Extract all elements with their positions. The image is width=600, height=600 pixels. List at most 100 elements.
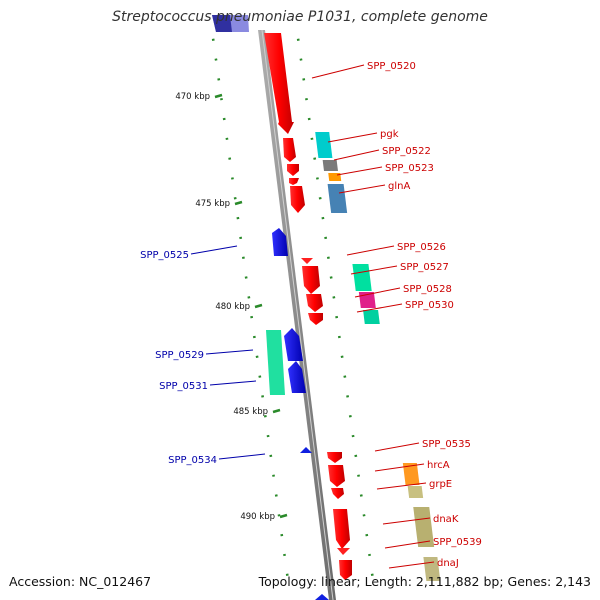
gene-dnaK-arrow-red[interactable] <box>333 509 350 549</box>
scale-tick-label: 470 kbp <box>175 92 210 102</box>
left-gene-label[interactable]: SPP_0529 <box>155 350 204 361</box>
left-gene-label[interactable]: SPP_0531 <box>159 381 208 392</box>
gene-grpE-arrow-red[interactable] <box>331 488 344 499</box>
gene-SPP_0522-block[interactable] <box>315 132 333 158</box>
right-genes <box>264 33 441 581</box>
scale-tick-mark <box>254 303 263 309</box>
guide-dot <box>318 197 322 200</box>
right-gene-label[interactable]: dnaJ <box>437 558 459 569</box>
gene-glnA-arrow-red[interactable] <box>290 186 305 213</box>
gene-SPP_0525-arrow[interactable] <box>272 228 288 256</box>
gene-SPP_0527-block[interactable] <box>352 264 372 291</box>
gene-SPP_0535-arrow[interactable] <box>327 452 342 463</box>
guide-dot <box>255 355 259 359</box>
right-gene-label[interactable]: SPP_0520 <box>367 61 416 72</box>
guide-dot <box>261 395 265 398</box>
gene-SPP_0528-block[interactable] <box>358 292 376 308</box>
gene-glnA-block[interactable] <box>327 184 348 213</box>
scale-tick-mark <box>272 408 281 414</box>
scale-tick-label: 475 kbp <box>195 199 230 209</box>
right-gene-label[interactable]: grpE <box>429 479 452 490</box>
gene-SPP_0526-arrow[interactable] <box>301 258 313 264</box>
gene-dnaK-block[interactable] <box>413 507 435 547</box>
gene-SPP_0529-arrow[interactable] <box>284 328 303 361</box>
right-gene-label[interactable]: SPP_0522 <box>382 146 431 157</box>
left-dotted-guide <box>211 38 289 576</box>
genome-summary-text: Topology: linear; Length: 2,111,882 bp; … <box>258 574 591 589</box>
guide-dot <box>250 315 254 319</box>
guide-dot <box>354 454 358 458</box>
scale-tick-mark <box>234 200 243 206</box>
guide-dot <box>357 474 360 477</box>
gene-SPP_0529-block[interactable] <box>266 330 285 395</box>
accession-text: Accession: NC_012467 <box>9 574 152 589</box>
left-gene-label[interactable]: SPP_0525 <box>140 250 189 261</box>
right-label-leader <box>333 149 380 161</box>
guide-dot <box>359 494 363 497</box>
gene-SPP_0527-arrow-red[interactable] <box>302 266 320 294</box>
right-gene-label[interactable]: SPP_0528 <box>403 284 452 295</box>
gene-pgk-arrow[interactable] <box>283 138 296 162</box>
guide-dot <box>310 137 314 141</box>
right-label-leader <box>346 245 395 256</box>
guide-dot <box>263 415 267 418</box>
left-gene-label[interactable]: SPP_0534 <box>168 455 217 466</box>
guide-dot <box>368 553 371 557</box>
guide-dot <box>343 375 347 378</box>
guide-dot <box>274 494 278 497</box>
left-label-leader <box>190 245 238 255</box>
left-genes <box>266 228 329 600</box>
right-gene-label[interactable]: dnaK <box>433 514 459 525</box>
right-gene-label[interactable]: pgk <box>380 129 399 140</box>
backbone-highlight <box>261 29 334 600</box>
scale-tick-label: 480 kbp <box>215 302 250 312</box>
right-gene-label[interactable]: SPP_0539 <box>433 537 482 548</box>
gene-dnaJ-arrow-red[interactable] <box>339 560 352 580</box>
gene-SPP_0530-arrow-red[interactable] <box>308 313 323 325</box>
guide-dot <box>313 157 317 160</box>
left-gene-labels: SPP_0525 SPP_0529 SPP_0531 SPP_0534 <box>140 245 266 466</box>
guide-dot <box>252 335 256 339</box>
guide-dot <box>296 38 300 41</box>
guide-dot <box>321 216 325 220</box>
gene-SPP_0534-arrow[interactable] <box>300 447 312 453</box>
left-label-leader <box>218 453 266 460</box>
guide-dot <box>222 117 226 121</box>
guide-dot <box>217 78 221 81</box>
guide-dot <box>247 296 251 299</box>
right-gene-label[interactable]: hrcA <box>427 460 450 471</box>
right-gene-label[interactable]: glnA <box>388 181 410 192</box>
genome-title: Streptococcus pneumoniae P1031, complete… <box>112 9 488 25</box>
scale-tick-mark <box>279 513 288 519</box>
gene-SPP_0528-arrow-red[interactable] <box>306 294 323 312</box>
scale-tick-label: 490 kbp <box>240 512 275 522</box>
gene-bottom-partial[interactable] <box>315 594 329 600</box>
right-gene-label[interactable]: SPP_0530 <box>405 300 454 311</box>
gene-SPP_0531-arrow[interactable] <box>288 361 306 393</box>
right-label-leader <box>356 303 403 313</box>
right-gene-label[interactable]: SPP_0527 <box>400 262 449 273</box>
gene-SPP_0530-block[interactable] <box>363 310 380 324</box>
guide-dot <box>299 58 303 61</box>
guide-dot <box>285 573 289 576</box>
gene-hrcA-arrow-red[interactable] <box>328 465 345 487</box>
guide-dot <box>324 236 328 240</box>
gene-SPP_0523-block[interactable] <box>322 160 338 171</box>
guide-dot <box>365 533 369 537</box>
gene-hrcA-block[interactable] <box>402 463 420 485</box>
gene-SPP_0522-arrow-red[interactable] <box>287 164 299 176</box>
guide-dot <box>266 434 270 438</box>
guide-dot <box>348 415 352 418</box>
gene-SPP_0523-arrow-red[interactable] <box>289 178 299 185</box>
guide-dot <box>340 355 344 359</box>
gene-SPP_0520-arrow[interactable] <box>264 33 294 134</box>
guide-dot <box>337 335 341 339</box>
right-gene-label[interactable]: SPP_0523 <box>385 163 434 174</box>
gene-grpE-block[interactable] <box>407 486 424 498</box>
right-gene-label[interactable]: SPP_0535 <box>422 439 471 450</box>
right-gene-label[interactable]: SPP_0526 <box>397 242 446 253</box>
scale-tick-label: 485 kbp <box>233 407 268 417</box>
right-label-leader <box>382 517 431 525</box>
gene-partial-top-dark <box>212 15 232 32</box>
gene-SPP_0539-arrow[interactable] <box>337 548 350 555</box>
